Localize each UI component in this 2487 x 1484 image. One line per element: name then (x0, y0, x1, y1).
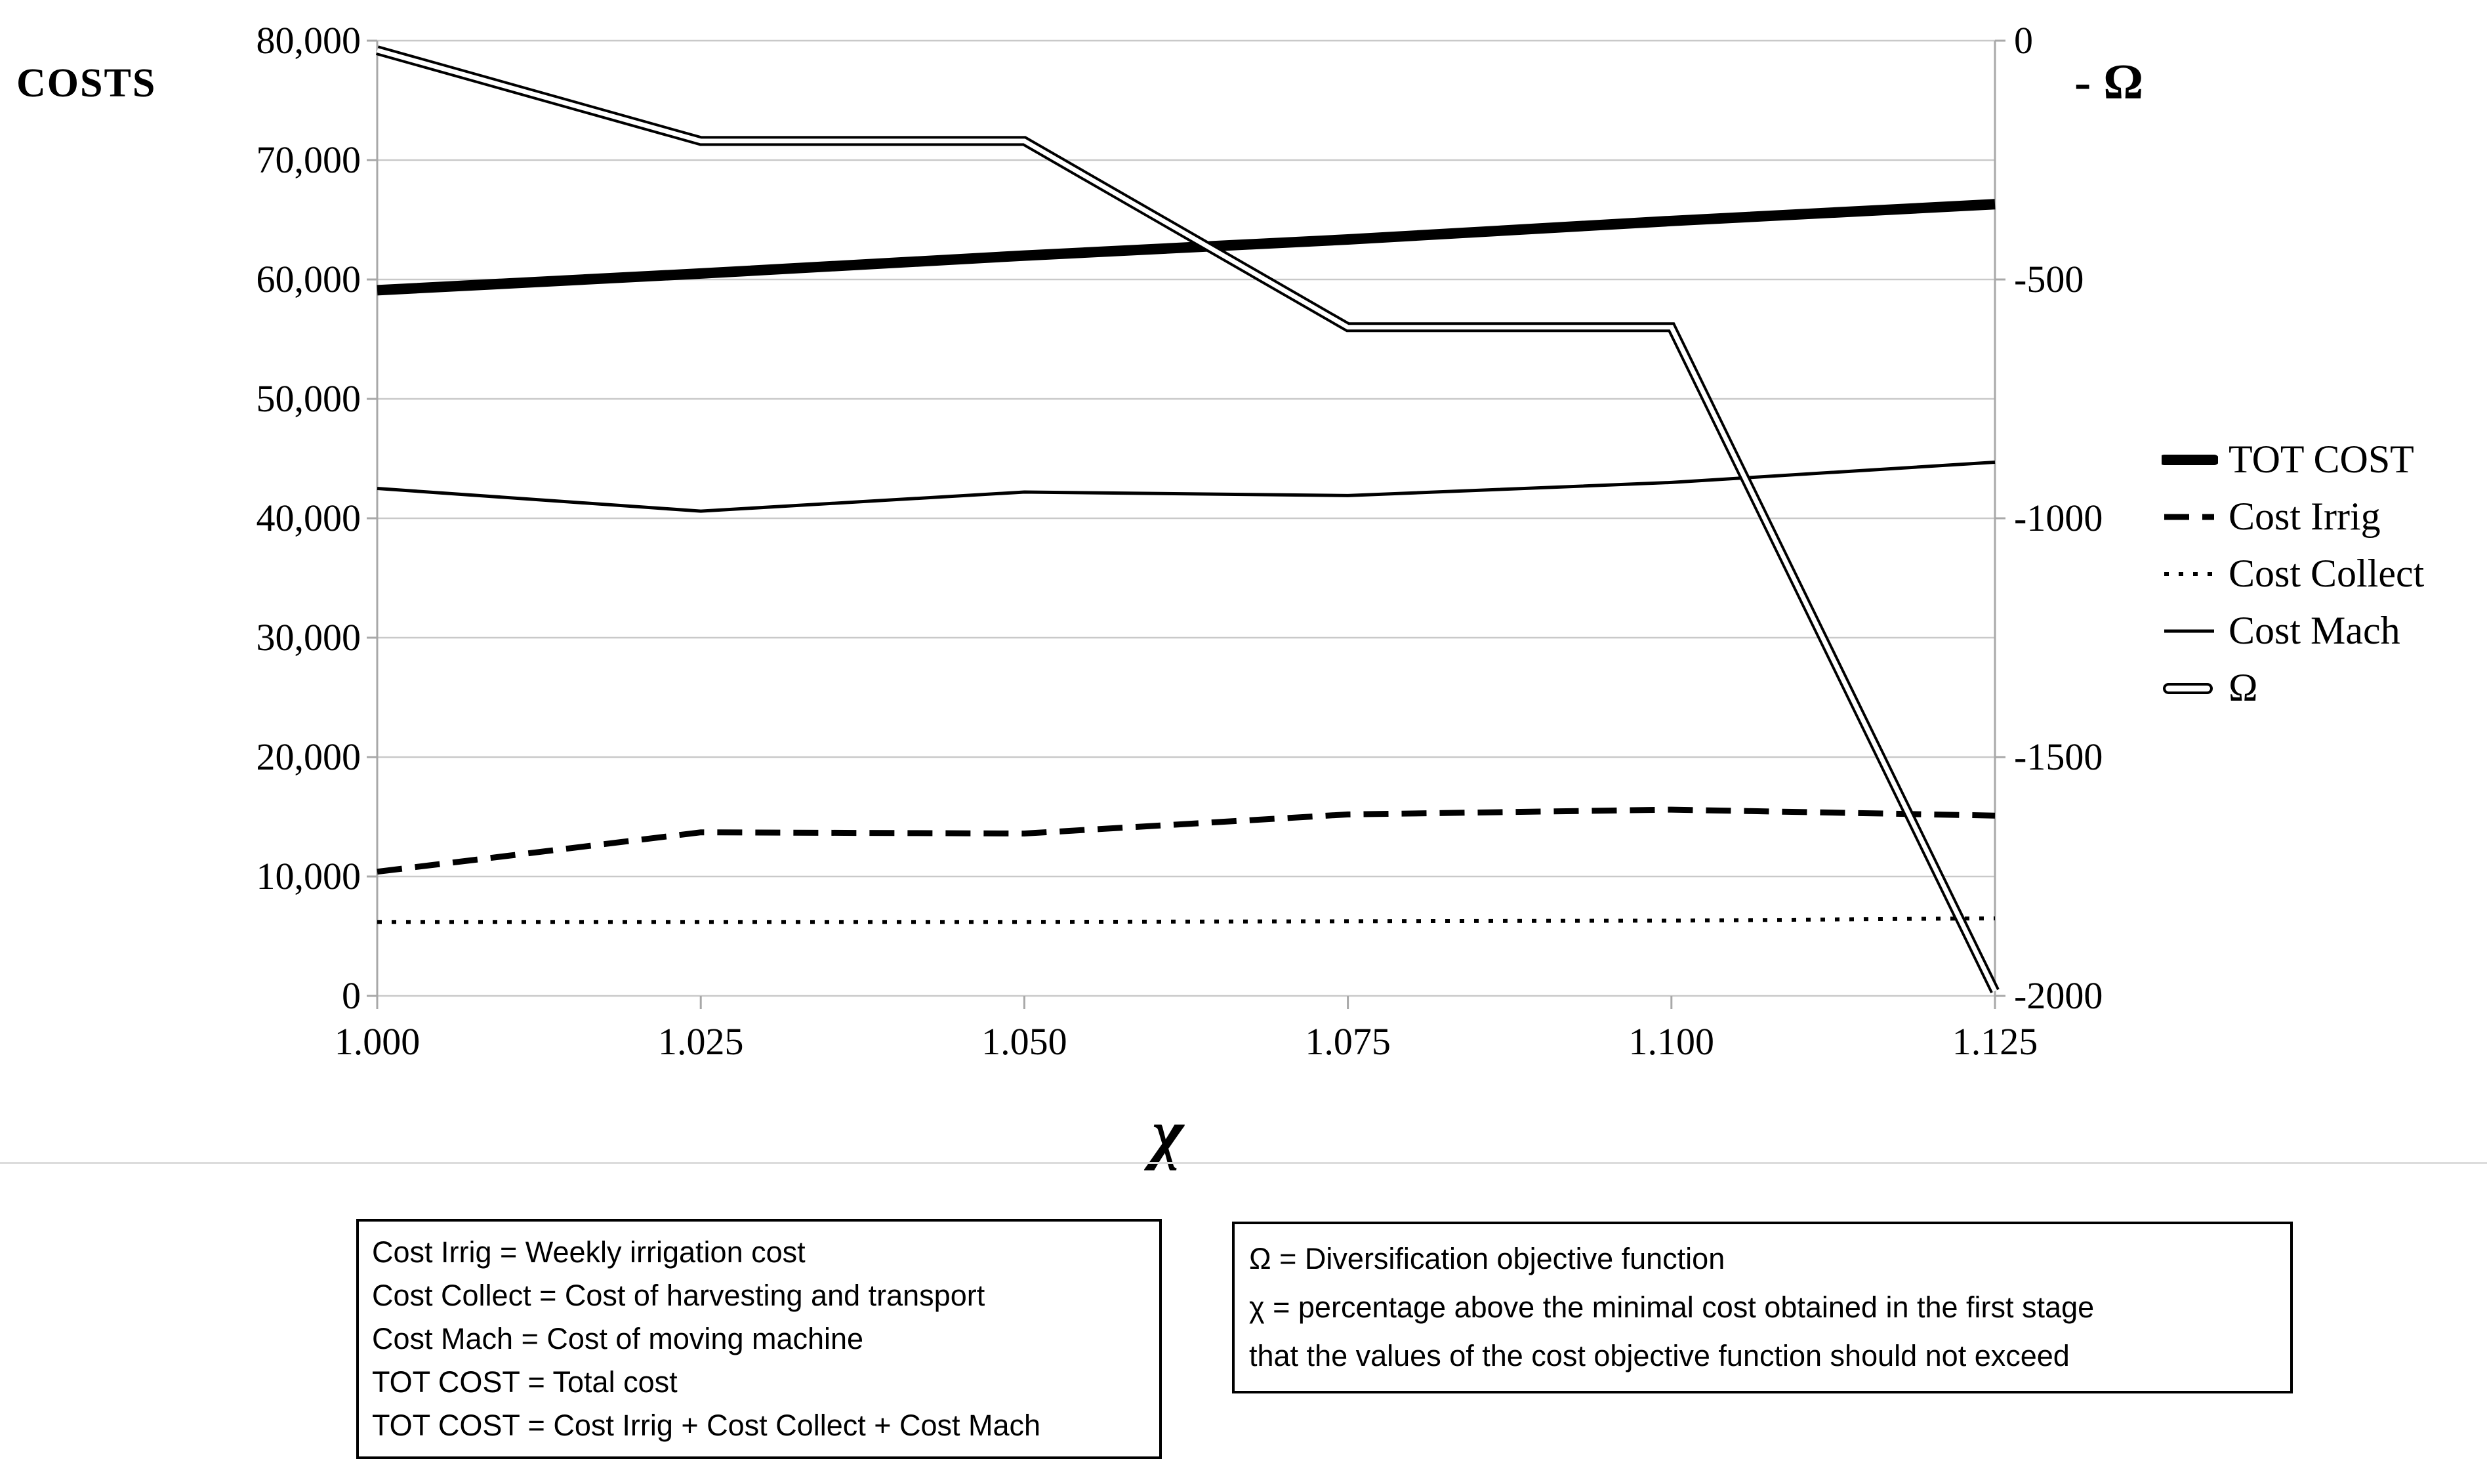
chart-plot-area (367, 39, 2005, 1009)
x-axis-tick-label: 1.125 (1952, 1020, 2038, 1063)
x-axis-tick-label: 1.025 (657, 1020, 744, 1063)
legend-label: Ω (2229, 666, 2258, 709)
legend-item-tot-cost: TOT COST (2162, 431, 2424, 488)
left-axis-tick-label: 40,000 (256, 497, 361, 539)
abbreviations-note-box: Cost Irrig = Weekly irrigation cost Cost … (356, 1219, 1162, 1459)
series-line-cost-irrig (377, 806, 1996, 875)
left-axis-tick-label: 10,000 (256, 855, 361, 897)
left-axis-tick-label: 20,000 (256, 735, 361, 778)
chart-legend: TOT COST Cost Irrig Cost Collect Cost Mach Ω (2162, 431, 2424, 716)
left-axis-title: COSTS (16, 61, 157, 106)
legend-sample-double-icon (2163, 682, 2213, 694)
right-axis-title: - Ω (2074, 54, 2144, 110)
left-axis-tick-label: 30,000 (256, 616, 361, 659)
symbols-note-box: Ω = Diversification objective function χ … (1232, 1222, 2293, 1393)
x-axis-tick-label: 1.000 (334, 1020, 421, 1063)
right-axis-tick-label: -2000 (2014, 974, 2103, 1017)
note-line: Cost Irrig = Weekly irrigation cost (372, 1235, 806, 1269)
right-axis-tick-label: -500 (2014, 258, 2084, 300)
legend-label: Cost Collect (2229, 552, 2425, 595)
left-axis-tick-label: 60,000 (256, 258, 361, 300)
legend-sample-thin-solid-icon (2164, 629, 2214, 632)
note-line: that the values of the cost objective fu… (1249, 1339, 2070, 1372)
note-line: Ω = Diversification objective function (1249, 1242, 1725, 1275)
horizontal-divider (0, 1162, 2487, 1164)
series-line-omega (375, 45, 2000, 993)
x-axis-tick-label: 1.075 (1305, 1020, 1391, 1063)
series-line-tot-cost (377, 199, 1996, 296)
left-axis-tick-label: 70,000 (256, 138, 361, 181)
x-axis-title: χ (1151, 1096, 1184, 1171)
legend-sample-dashed-icon (2164, 514, 2214, 520)
x-axis-tick-label: 1.050 (981, 1020, 1067, 1063)
legend-label: TOT COST (2229, 438, 2414, 481)
note-line: χ = percentage above the minimal cost ob… (1249, 1290, 2095, 1324)
note-line: TOT COST = Total cost (372, 1365, 678, 1399)
legend-sample-dotted-icon (2164, 571, 2214, 576)
left-axis-tick-label: 50,000 (256, 377, 361, 420)
series-line-omega-inner (377, 48, 1998, 993)
legend-item-cost-mach: Cost Mach (2162, 602, 2424, 659)
note-line: TOT COST = Cost Irrig + Cost Collect + C… (372, 1409, 1041, 1442)
note-line: Cost Mach = Cost of moving machine (372, 1322, 864, 1355)
legend-sample-thick-solid-icon (2162, 454, 2218, 465)
right-axis-tick-label: -1000 (2014, 497, 2103, 539)
series-line-cost-mach (377, 461, 1996, 513)
legend-item-cost-irrig: Cost Irrig (2162, 488, 2424, 545)
legend-label: Cost Irrig (2229, 495, 2381, 538)
x-axis-tick-label: 1.100 (1628, 1020, 1715, 1063)
right-axis-tick-label: -1500 (2014, 735, 2103, 778)
right-axis-tick-label: 0 (2014, 19, 2033, 62)
legend-item-omega: Ω (2162, 659, 2424, 716)
legend-item-cost-collect: Cost Collect (2162, 545, 2424, 602)
legend-label: Cost Mach (2229, 609, 2400, 652)
left-axis-tick-label: 80,000 (256, 19, 361, 62)
note-line: Cost Collect = Cost of harvesting and tr… (372, 1279, 985, 1312)
left-axis-tick-label: 0 (342, 974, 361, 1017)
series-line-cost-collect (377, 916, 1996, 924)
